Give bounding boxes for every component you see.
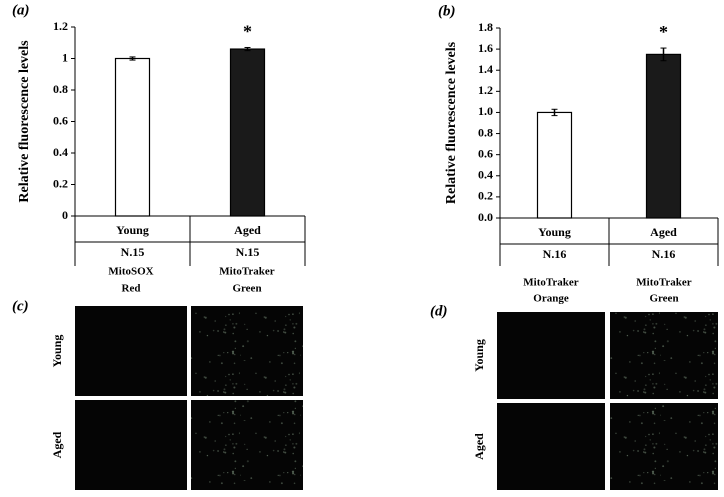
y-tick-label: 0.0: [478, 210, 493, 224]
column-label: MitoTraker: [636, 277, 692, 289]
panel-label: (d): [430, 303, 448, 319]
y-tick-label: 1: [62, 50, 68, 64]
bar: [229, 48, 266, 217]
y-tick-label: 1.0: [478, 104, 493, 118]
column-label: MitoTraker: [219, 266, 275, 278]
x-tick-label: Aged: [234, 223, 261, 237]
y-tick-label: 0.4: [478, 168, 493, 182]
bar: [645, 53, 682, 219]
row-label: Young: [50, 335, 64, 368]
panel-label: (c): [12, 298, 29, 314]
column-label: Orange: [533, 293, 569, 305]
panel-label: (a): [12, 2, 30, 18]
micrograph: [75, 306, 187, 396]
sample-label: N.16: [543, 247, 567, 261]
bar: [536, 111, 573, 219]
micrograph: [497, 312, 605, 399]
row-label: Aged: [50, 431, 64, 458]
y-axis-label: Relative fluorescence levels: [17, 40, 32, 203]
column-label: Green: [649, 293, 678, 305]
y-axis-label: Relative fluorescence levels: [444, 41, 459, 204]
y-tick-label: 0.8: [53, 82, 68, 96]
y-tick-label: 0.4: [53, 145, 68, 159]
column-label: MitoTraker: [523, 277, 579, 289]
x-tick-label: Young: [116, 223, 149, 237]
sample-label: N.15: [236, 245, 260, 259]
micrograph: [191, 400, 303, 490]
micrograph: [191, 306, 303, 396]
column-label: Red: [122, 283, 141, 295]
y-tick-label: 1.4: [478, 62, 493, 76]
column-label: Green: [232, 283, 261, 295]
x-tick-label: Young: [538, 225, 571, 239]
y-tick-label: 0.2: [478, 189, 493, 203]
row-label: Young: [472, 339, 486, 372]
y-tick-label: 0: [62, 208, 68, 222]
y-tick-label: 0.6: [478, 146, 493, 160]
y-tick-label: 0.6: [53, 113, 68, 127]
y-tick-label: 0.8: [478, 125, 493, 139]
panel-label: (b): [438, 3, 456, 19]
row-label: Aged: [472, 433, 486, 460]
micrograph: [610, 312, 718, 399]
significance-mark: *: [243, 22, 252, 42]
significance-mark: *: [659, 22, 668, 42]
y-tick-label: 0.2: [53, 176, 68, 190]
sample-label: N.16: [652, 247, 676, 261]
sample-label: N.15: [121, 245, 145, 259]
micrograph: [497, 403, 605, 490]
micrograph: [610, 403, 718, 490]
bar: [114, 57, 151, 217]
column-label: MitoSOX: [108, 266, 153, 278]
micrograph: [75, 400, 187, 490]
y-tick-label: 1.8: [478, 20, 493, 34]
y-tick-label: 1.2: [478, 83, 493, 97]
y-tick-label: 1.6: [478, 41, 493, 55]
x-tick-label: Aged: [650, 225, 677, 239]
y-tick-label: 1.2: [53, 19, 68, 33]
